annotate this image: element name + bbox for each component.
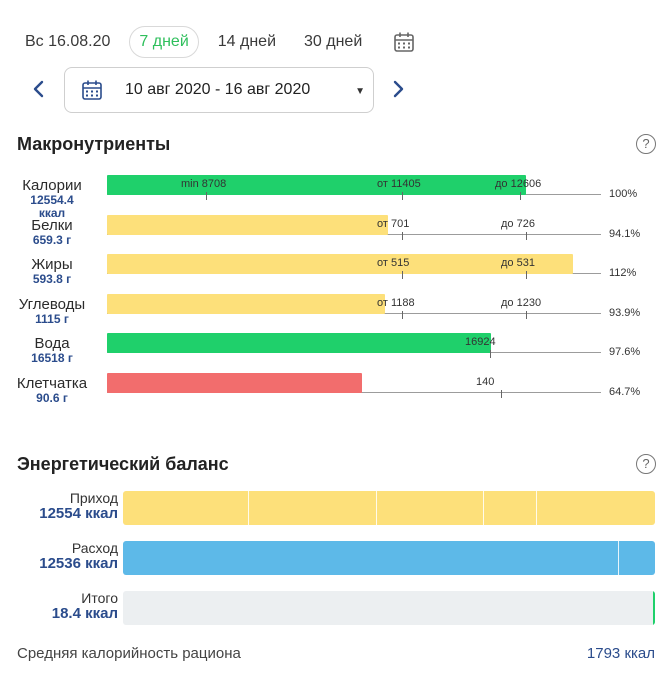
period-tabs: Вс 16.08.20 7 дней 14 дней 30 дней xyxy=(16,26,415,58)
energy-row-value: 18.4 ккал xyxy=(51,605,118,622)
target-label: до 531 xyxy=(501,257,535,269)
chevron-right-icon[interactable] xyxy=(387,78,409,100)
macro-row: Углеводы 1115 г от 1188 до 1230 93.9% xyxy=(0,293,671,333)
macro-bar xyxy=(107,333,491,353)
target-label: до 726 xyxy=(501,218,535,230)
macros-help-icon[interactable]: ? xyxy=(636,134,656,154)
calendar-icon xyxy=(82,80,102,100)
macro-row: Жиры 593.8 г от 515 до 531 112% xyxy=(0,253,671,293)
macro-row: Вода 16518 г 16924 97.6% xyxy=(0,332,671,372)
target-tick xyxy=(520,192,521,200)
macro-percent: 64.7% xyxy=(609,386,641,398)
target-tick xyxy=(402,192,403,200)
target-tick xyxy=(526,311,527,319)
macro-bar xyxy=(107,294,385,314)
segment-divider xyxy=(536,491,537,525)
macro-bar xyxy=(107,254,573,274)
macro-name: Клетчатка xyxy=(16,375,88,392)
tab-today[interactable]: Вс 16.08.20 xyxy=(25,33,111,50)
dropdown-arrow-icon: ▼ xyxy=(355,86,365,97)
segment-divider xyxy=(653,591,655,625)
energy-row-label: Итого xyxy=(81,590,118,606)
date-range-label: 10 авг 2020 - 16 авг 2020 xyxy=(125,81,311,98)
macro-row: Клетчатка 90.6 г 140 64.7% xyxy=(0,372,671,412)
macro-percent: 112% xyxy=(609,267,637,279)
macro-amount: 90.6 г xyxy=(36,391,68,405)
target-label: от 701 xyxy=(377,218,410,230)
target-label: 16924 xyxy=(465,336,496,348)
energy-row-value: 12554 ккал xyxy=(39,505,118,522)
macro-percent: 93.9% xyxy=(609,307,641,319)
macro-row: Калории 12554.4 ккал min 8708 от 11405 до 12… xyxy=(0,174,671,220)
target-tick xyxy=(501,390,502,398)
macro-name: Вода xyxy=(34,335,70,352)
energy-bar xyxy=(123,541,655,575)
target-tick xyxy=(526,232,527,240)
macro-bar xyxy=(107,215,388,235)
tab-14-days[interactable]: 14 дней xyxy=(217,33,277,50)
segment-divider xyxy=(483,491,484,525)
macros-title: Макронутриенты xyxy=(17,134,171,154)
target-tick xyxy=(490,350,491,358)
target-tick xyxy=(402,271,403,279)
tab-30-days[interactable]: 30 дней xyxy=(304,33,363,50)
macro-name: Калории xyxy=(22,177,82,194)
macro-row: Белки 659.3 г от 701 до 726 94.1% xyxy=(0,214,671,254)
chevron-left-icon[interactable] xyxy=(28,78,50,100)
energy-help-icon[interactable]: ? xyxy=(636,454,656,474)
target-tick xyxy=(402,311,403,319)
macro-bar xyxy=(107,373,362,393)
target-label: min 8708 xyxy=(181,178,227,190)
macro-percent: 100% xyxy=(609,188,638,200)
macro-amount: 1115 г xyxy=(35,312,69,326)
macro-name: Углеводы xyxy=(18,296,86,313)
target-label: до 12606 xyxy=(495,178,542,190)
energy-row-value: 12536 ккал xyxy=(39,555,118,572)
energy-row-label: Приход xyxy=(69,490,118,506)
macro-amount: 659.3 г xyxy=(32,233,72,247)
date-range-select[interactable]: 10 авг 2020 - 16 авг 2020 ▼ xyxy=(64,67,374,113)
energy-bar xyxy=(123,591,655,625)
calendar-icon[interactable] xyxy=(393,31,415,53)
segment-divider xyxy=(376,491,377,525)
target-tick xyxy=(402,232,403,240)
target-label: 140 xyxy=(476,376,495,388)
macro-amount: 12554.4 ккал xyxy=(30,193,74,220)
target-label: от 515 xyxy=(377,257,410,269)
energy-row-label: Расход xyxy=(71,540,118,556)
target-tick xyxy=(206,192,207,200)
avg-calories-value: 1793 ккал xyxy=(586,645,655,662)
macro-name: Белки xyxy=(31,217,73,234)
avg-calories-label: Средняя калорийность рациона xyxy=(17,645,241,662)
segment-divider xyxy=(248,491,249,525)
macro-percent: 94.1% xyxy=(609,228,641,240)
target-tick xyxy=(526,271,527,279)
energy-bar xyxy=(123,491,655,525)
macro-amount: 593.8 г xyxy=(32,272,72,286)
macro-percent: 97.6% xyxy=(609,346,641,358)
macro-bar xyxy=(107,175,526,195)
segment-divider xyxy=(618,541,619,575)
macro-name: Жиры xyxy=(31,256,73,273)
target-label: от 1188 xyxy=(377,297,415,309)
target-label: до 1230 xyxy=(501,297,542,309)
macro-amount: 16518 г xyxy=(31,351,73,365)
energy-title: Энергетический баланс xyxy=(17,454,229,474)
target-label: от 11405 xyxy=(377,178,421,190)
tab-7-days[interactable]: 7 дней xyxy=(129,26,199,58)
